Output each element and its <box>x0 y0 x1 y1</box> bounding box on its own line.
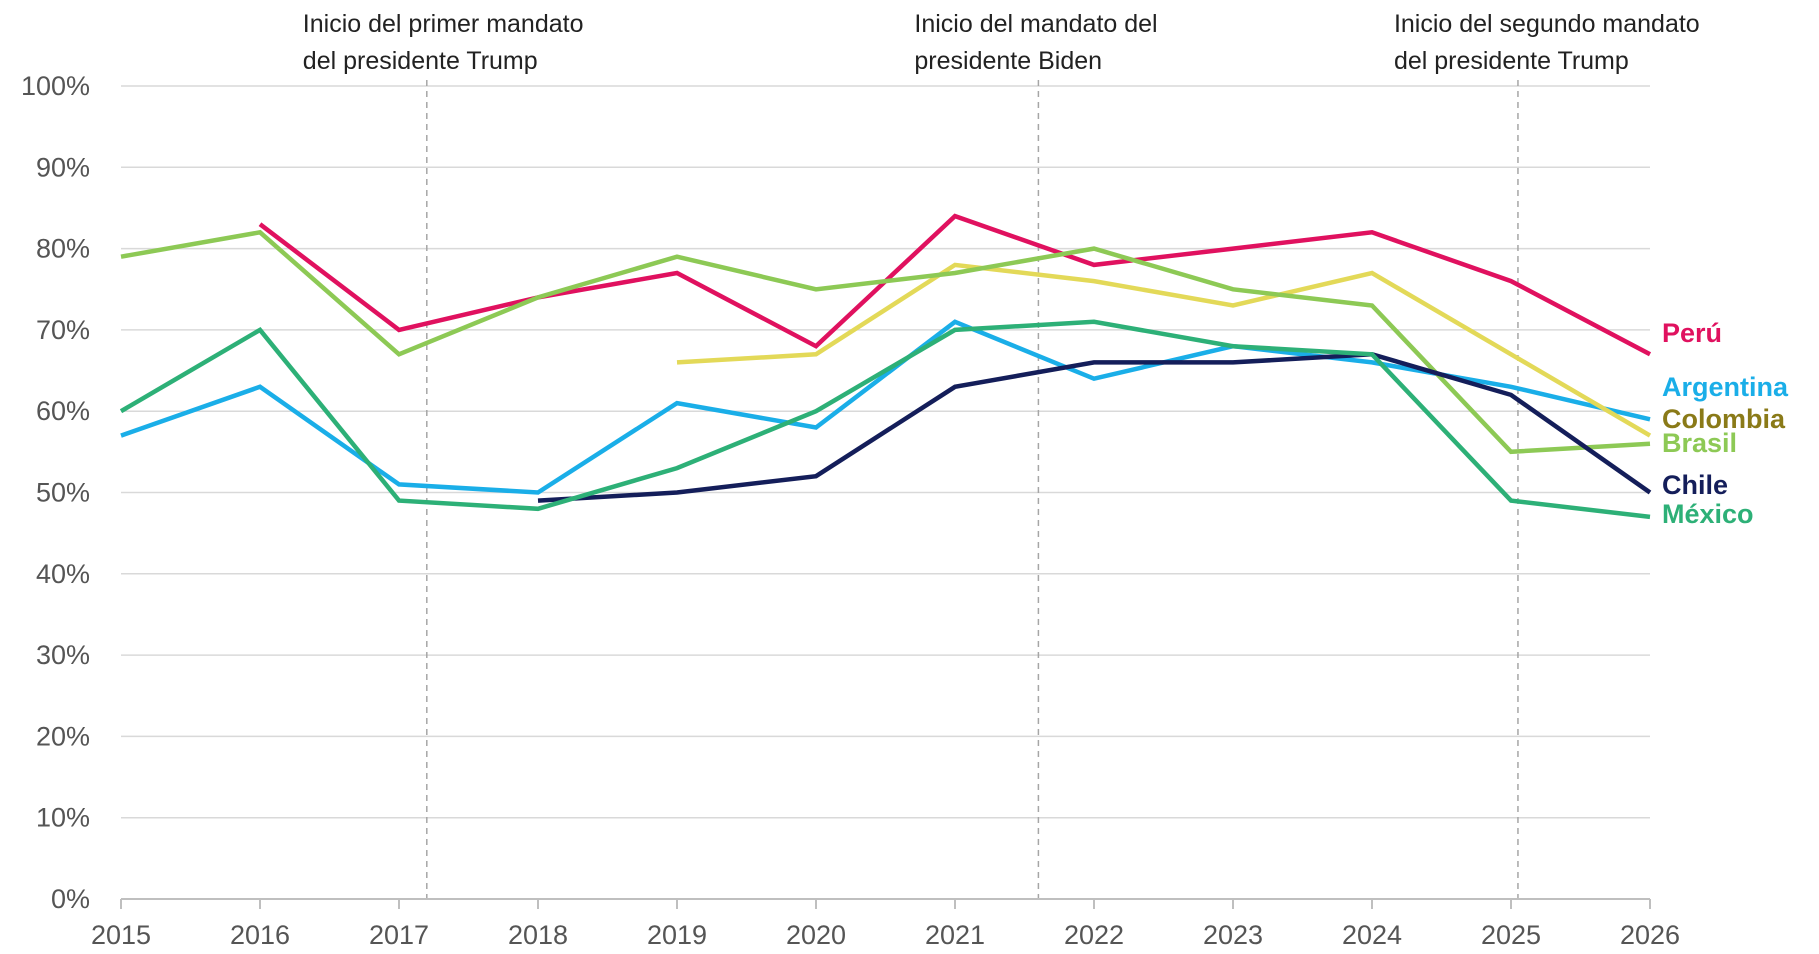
y-tick-label-40: 40% <box>36 559 90 589</box>
x-tick-label-2025: 2025 <box>1481 920 1541 950</box>
series-label-colombia: Colombia <box>1662 404 1786 434</box>
x-axis <box>120 898 1651 909</box>
series-label-chile: Chile <box>1662 470 1728 500</box>
series-line-méxico <box>119 319 1651 520</box>
gridlines <box>121 85 1650 819</box>
x-axis-tick-labels: 2015 2016 2017 2018 2019 2020 2021 2022 2023 2024… <box>91 920 1680 950</box>
series-label-méxico: México <box>1662 499 1754 529</box>
series-line-brasil <box>120 229 1651 455</box>
x-tick-label-2018: 2018 <box>508 920 568 950</box>
annotation-text-2-line-1: del presidente Trump <box>1394 47 1629 75</box>
annotation-vertical-lines <box>426 80 1519 899</box>
x-tick-label-2016: 2016 <box>230 920 290 950</box>
y-tick-label-70: 70% <box>36 315 90 345</box>
x-tick-label-2026: 2026 <box>1620 920 1680 950</box>
series-line-colombia <box>676 262 1652 438</box>
annotations: Inicio del primer mandato del presidente … <box>303 10 1700 75</box>
x-tick-label-2024: 2024 <box>1342 920 1402 950</box>
x-tick-label-2023: 2023 <box>1203 920 1263 950</box>
x-tick-label-2022: 2022 <box>1064 920 1124 950</box>
annotation-text-0-line-1: del presidente Trump <box>303 47 538 75</box>
x-tick-label-2017: 2017 <box>369 920 429 950</box>
annotation-text-0-line-0: Inicio del primer mandato <box>303 10 584 38</box>
x-tick-label-2020: 2020 <box>786 920 846 950</box>
annotation-text-1-line-0: Inicio del mandato del <box>914 10 1157 38</box>
y-tick-label-80: 80% <box>36 234 90 264</box>
y-tick-label-90: 90% <box>36 152 90 182</box>
y-tick-label-10: 10% <box>36 803 90 833</box>
x-tick-label-2015: 2015 <box>91 920 151 950</box>
series-line-argentina <box>120 319 1651 495</box>
series-line-chile <box>537 352 1652 503</box>
y-axis-tick-labels: 0% 10% 20% 30% 40% 50% 60% 70% 80% 90% 100% <box>21 71 90 914</box>
y-tick-label-30: 30% <box>36 640 90 670</box>
series-label-argentina: Argentina <box>1662 372 1789 402</box>
series-line-perú <box>258 213 1652 357</box>
y-tick-label-20: 20% <box>36 721 90 751</box>
y-tick-label-60: 60% <box>36 396 90 426</box>
series-lines <box>119 213 1652 520</box>
y-tick-label-100: 100% <box>21 71 90 101</box>
series-label-perú: Perú <box>1662 318 1722 348</box>
x-tick-label-2019: 2019 <box>647 920 707 950</box>
y-tick-label-0: 0% <box>51 884 90 914</box>
x-tick-label-2021: 2021 <box>925 920 985 950</box>
annotation-text-1-line-1: presidente Biden <box>914 47 1102 75</box>
series-label-brasil: Brasil <box>1662 428 1737 458</box>
y-tick-label-50: 50% <box>36 478 90 508</box>
annotation-text-2-line-0: Inicio del segundo mandato <box>1394 10 1700 38</box>
